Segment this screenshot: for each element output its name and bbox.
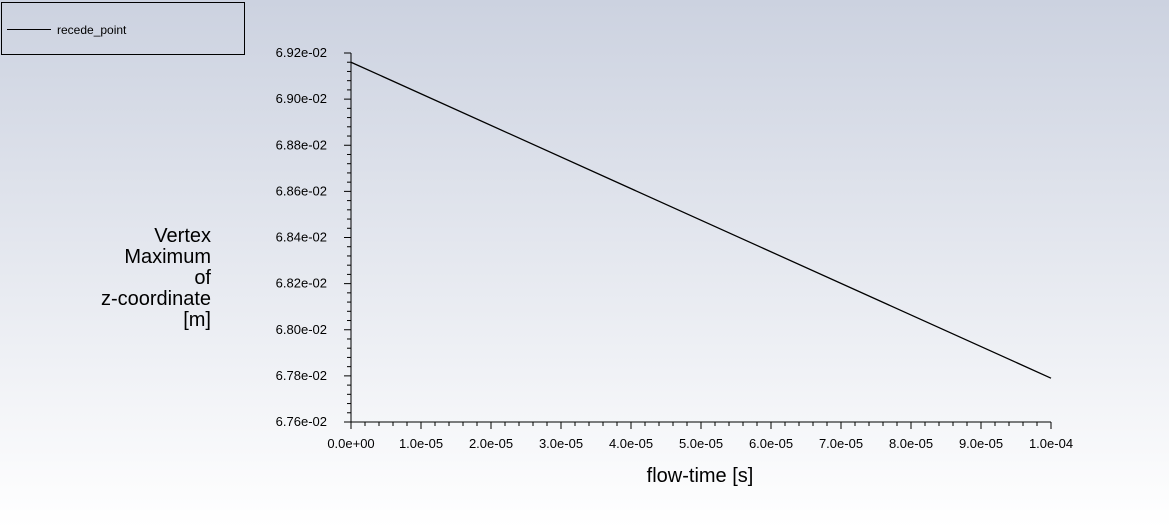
x-tick-label: 9.0e-05 bbox=[959, 436, 1003, 451]
y-tick-label: 6.84e-02 bbox=[276, 230, 327, 245]
x-tick-label: 4.0e-05 bbox=[609, 436, 653, 451]
x-tick-label: 7.0e-05 bbox=[819, 436, 863, 451]
x-tick-label: 5.0e-05 bbox=[679, 436, 723, 451]
y-tick-label: 6.76e-02 bbox=[276, 414, 327, 429]
y-tick-label: 6.78e-02 bbox=[276, 368, 327, 383]
axes: 6.76e-02 6.78e-02 6.80e-02 6.82e-02 6.84e-02… bbox=[276, 45, 1073, 451]
y-axis-label-line: of bbox=[194, 267, 211, 289]
x-tick-label: 3.0e-05 bbox=[539, 436, 583, 451]
y-tick-label: 6.92e-02 bbox=[276, 45, 327, 60]
legend-label: recede_point bbox=[57, 23, 127, 37]
x-tick-label: 1.0e-04 bbox=[1029, 436, 1073, 451]
x-tick-label: 8.0e-05 bbox=[889, 436, 933, 451]
y-tick-label: 6.88e-02 bbox=[276, 137, 327, 152]
legend: recede_point bbox=[1, 2, 245, 55]
y-tick-label: 6.90e-02 bbox=[276, 91, 327, 106]
y-tick-label: 6.80e-02 bbox=[276, 322, 327, 337]
x-tick-label: 6.0e-05 bbox=[749, 436, 793, 451]
y-axis-label: Vertex Maximum of z-coordinate [m] bbox=[51, 226, 211, 331]
y-tick-label: 6.86e-02 bbox=[276, 183, 327, 198]
legend-line-swatch bbox=[7, 29, 51, 30]
y-axis-label-line: [m] bbox=[183, 309, 211, 331]
x-tick-label: 0.0e+00 bbox=[327, 436, 374, 451]
x-tick-label: 1.0e-05 bbox=[399, 436, 443, 451]
x-axis-label: flow-time [s] bbox=[647, 465, 754, 487]
y-axis-label-line: Vertex bbox=[154, 225, 211, 247]
x-tick-label: 2.0e-05 bbox=[469, 436, 513, 451]
series-layer bbox=[350, 61, 1052, 379]
y-tick-label: 6.82e-02 bbox=[276, 276, 327, 291]
y-axis-label-line: z-coordinate bbox=[100, 288, 211, 310]
series-line-recede_point bbox=[350, 61, 1052, 379]
y-axis-label-line: Maximum bbox=[124, 246, 211, 268]
